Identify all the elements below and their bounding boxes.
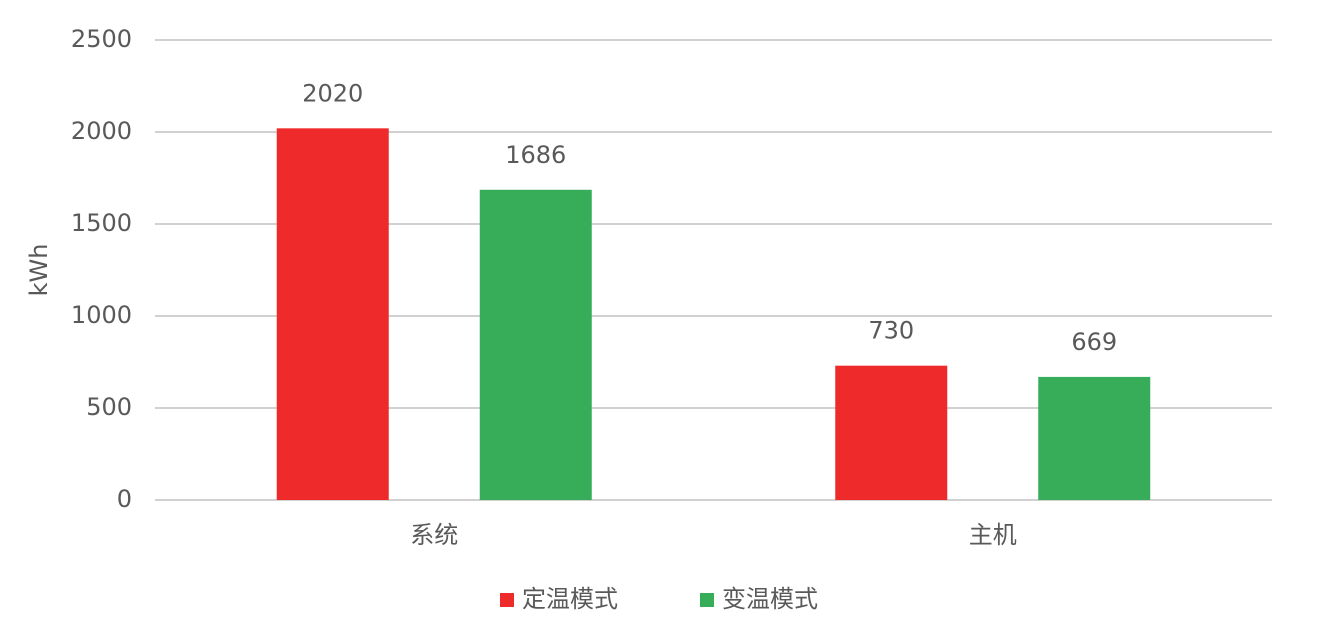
value-label: 2020 (302, 79, 363, 107)
x-tick-label: 主机 (969, 521, 1017, 549)
bar (1038, 376, 1151, 500)
y-tick-label: 0 (117, 485, 132, 513)
legend-label: 定温模式 (522, 585, 618, 613)
legend-label: 变温模式 (722, 585, 818, 613)
y-tick-label: 2000 (71, 117, 132, 145)
value-label: 1686 (505, 141, 566, 169)
y-tick-label: 1500 (71, 209, 132, 237)
y-tick-label: 500 (86, 393, 132, 421)
y-tick-label: 1000 (71, 301, 132, 329)
y-tick-label: 2500 (71, 25, 132, 53)
y-axis-label: kWh (25, 244, 53, 297)
bar (276, 128, 389, 500)
bar (479, 189, 592, 500)
value-label: 669 (1071, 328, 1117, 356)
legend-swatch (500, 593, 514, 607)
value-label: 730 (868, 317, 914, 345)
legend-swatch (700, 593, 714, 607)
x-tick-label: 系统 (410, 521, 458, 549)
bar (835, 365, 948, 500)
